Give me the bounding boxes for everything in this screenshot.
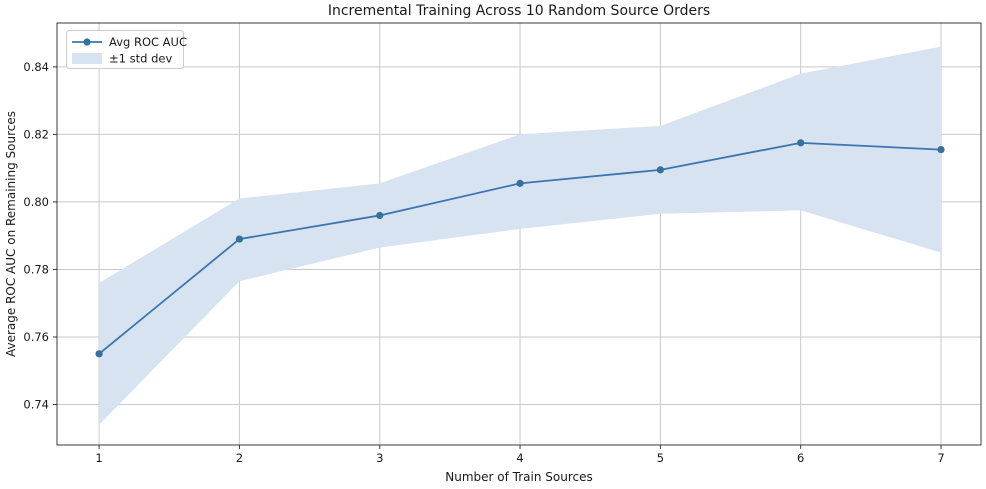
- y-axis-label: Average ROC AUC on Remaining Sources: [4, 111, 18, 357]
- data-point-marker: [235, 235, 244, 243]
- plot-border: [56, 22, 982, 446]
- legend: Avg ROC AUC ±1 std dev: [66, 30, 187, 69]
- y-tick-label: 0.76: [23, 330, 49, 344]
- x-tick-label: 5: [657, 451, 664, 465]
- legend-label-std-dev: ±1 std dev: [109, 52, 172, 66]
- x-axis-label: Number of Train Sources: [445, 470, 592, 484]
- y-tick-labels: 0.74 0.76 0.78 0.80 0.82 0.84: [23, 60, 49, 412]
- y-tick-label: 0.78: [23, 262, 49, 276]
- x-tick-labels: 1 2 3 4 5 6 7: [95, 451, 944, 465]
- x-tick-label: 4: [516, 451, 523, 465]
- x-tick-label: 7: [937, 451, 944, 465]
- data-point-marker: [937, 146, 945, 154]
- legend-band-swatch: [72, 53, 102, 64]
- y-tick-label: 0.82: [23, 127, 49, 141]
- legend-marker-icon: [83, 38, 91, 46]
- std-dev-band-area: [99, 46, 942, 425]
- y-tick-label: 0.74: [23, 397, 49, 411]
- data-point-marker: [95, 350, 103, 358]
- data-point-marker: [797, 139, 805, 147]
- x-tick-label: 1: [95, 451, 102, 465]
- legend-label-avg-roc-auc: Avg ROC AUC: [109, 35, 187, 49]
- x-tick-label: 2: [236, 451, 243, 465]
- data-point-marker: [656, 166, 664, 174]
- axis-ticks: [53, 66, 942, 449]
- y-tick-label: 0.84: [23, 60, 49, 74]
- avg-roc-auc-line: [95, 139, 945, 358]
- x-tick-label: 6: [797, 451, 804, 465]
- std-dev-band: [99, 46, 942, 425]
- data-point-marker: [516, 179, 524, 187]
- data-point-marker: [376, 211, 384, 220]
- chart-title: Incremental Training Across 10 Random So…: [328, 3, 710, 19]
- x-tick-label: 3: [376, 451, 383, 465]
- y-tick-label: 0.80: [23, 195, 49, 209]
